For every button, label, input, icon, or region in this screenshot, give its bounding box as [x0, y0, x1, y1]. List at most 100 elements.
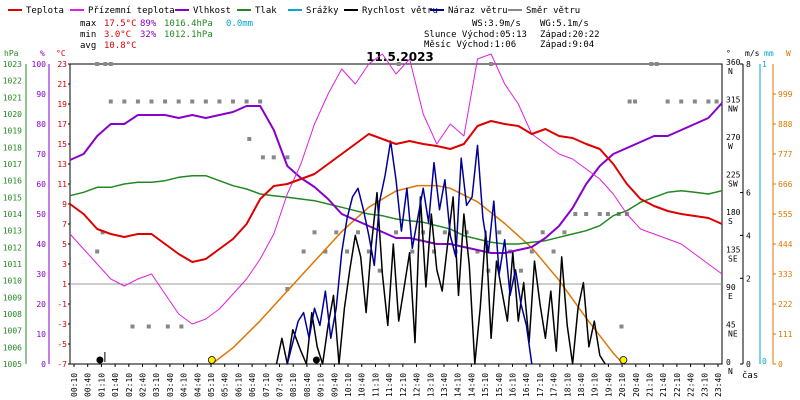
wind-dir-dot [135, 99, 140, 104]
wind-tick-label: 0 [746, 360, 751, 369]
sun-marker [207, 356, 216, 364]
sol-tick-label: 888 [778, 120, 793, 129]
dir-tick-value: 135 [726, 246, 741, 255]
unit-press: hPa [4, 49, 19, 58]
stats-min-temp: 3.0°C [104, 30, 131, 40]
dir-tick-label: SW [728, 180, 738, 189]
wind-dir-dot [95, 62, 100, 66]
x-tick-label: 00:10 [70, 373, 79, 397]
wind-dir-dot [410, 249, 415, 254]
rain-tick-label: 0 [762, 357, 767, 366]
wind-dir-dot [597, 212, 602, 216]
info-moonrise: Měsíc Východ:1:06 [424, 40, 516, 50]
sol-tick-label: 555 [778, 210, 793, 219]
series-line-vlhkost [69, 102, 723, 254]
hum-tick-label: 90 [36, 90, 46, 99]
series-line-p-zemn-teplota [69, 53, 723, 325]
series-line-teplota [69, 120, 723, 263]
temp-tick-label: 23 [57, 60, 67, 69]
x-tick-label: 10:40 [358, 373, 367, 397]
dir-tick-value: 45 [726, 321, 736, 330]
x-tick-label: 23:10 [700, 373, 709, 397]
legend-item-rychlost-vetru: Rychlost větru [362, 6, 438, 16]
hum-tick-label: 40 [36, 240, 46, 249]
plot-frame [69, 63, 723, 365]
wind-dir-dot [654, 62, 659, 66]
wind-dir-dot [190, 99, 195, 104]
sol-tick-label: 333 [778, 270, 793, 279]
x-tick-label: 07:40 [276, 373, 285, 397]
wind-dir-dot [633, 99, 638, 104]
x-tick-label: 14:40 [467, 373, 476, 397]
x-tick-label: 05:40 [221, 373, 230, 397]
press-tick-label: 1023 [3, 60, 22, 69]
temp-tick-label: -7 [57, 360, 67, 369]
axis-units: hPa % °C ° m/s mm W [4, 49, 791, 58]
x-tick-label: 11:40 [385, 373, 394, 397]
wind-dir-dot [323, 249, 328, 254]
press-tick-label: 1005 [3, 360, 22, 369]
hum-tick-label: 10 [36, 330, 46, 339]
wind-dir-dot [108, 99, 113, 104]
dir-tick-label: SE [728, 255, 738, 264]
press-tick-label: 1013 [3, 227, 22, 236]
hum-tick-label: 0 [41, 360, 46, 369]
legend-item-tlak: Tlak [255, 6, 277, 16]
x-tick-label: 02:10 [125, 373, 134, 397]
x-tick-label: 06:40 [248, 373, 257, 397]
press-tick-label: 1011 [3, 260, 22, 269]
wind-dir-dot [260, 155, 265, 160]
x-tick-label: 17:10 [536, 373, 545, 397]
x-tick-label: 14:10 [454, 373, 463, 397]
wind-dir-dot [103, 62, 108, 66]
series-line-tlak [69, 174, 723, 245]
x-tick-label: 04:10 [180, 373, 189, 397]
x-tick-label: 23:40 [714, 373, 723, 397]
wind-dir-dot [247, 137, 252, 141]
wind-dir-dot [355, 230, 360, 235]
dir-tick-value: 180 [726, 208, 741, 217]
x-tick-label: 10:10 [344, 373, 353, 397]
chart-title: 11.5.2023 [366, 50, 434, 64]
wind-tick-label: 8 [746, 60, 751, 69]
hum-tick-label: 60 [36, 180, 46, 189]
wind-dir-dot [95, 249, 100, 254]
temp-tick-label: 17 [57, 120, 67, 129]
press-tick-label: 1020 [3, 110, 22, 119]
press-tick-label: 1009 [3, 293, 22, 302]
wind-dir-dot [217, 99, 222, 104]
hum-tick-label: 20 [36, 300, 46, 309]
legend-item-prizemni-teplota: Přízemní teplota [88, 6, 175, 16]
wind-dir-dot [179, 324, 184, 329]
x-tick-label: 12:10 [399, 373, 408, 397]
x-tick-label: 05:10 [207, 373, 216, 397]
x-tick-label: 08:40 [303, 373, 312, 397]
press-tick-label: 1014 [3, 210, 22, 219]
dir-tick-label: NW [728, 105, 738, 114]
press-tick-label: 1006 [3, 343, 22, 352]
wind-dir-dot [231, 99, 235, 104]
dir-tick-label: S [728, 217, 733, 226]
wind-tick-label: 4 [746, 231, 751, 240]
sun-marker [619, 356, 628, 364]
unit-sol: W [786, 49, 791, 58]
wind-dir-dot [432, 249, 437, 254]
sol-tick-label: 777 [778, 150, 793, 159]
info-sunrise: Slunce Východ:05:13 [424, 30, 527, 40]
wind-dir-dot [518, 268, 523, 273]
x-tick-label: 21:40 [659, 373, 668, 397]
stats-max-hum: 89% [140, 19, 157, 29]
series-line-n-raz-v-tru [286, 140, 533, 365]
x-tick-label: 08:10 [289, 373, 298, 397]
legend-item-naraz-vetru: Náraz větru [448, 6, 508, 16]
info-wg: WG:5.1m/s [540, 19, 589, 29]
wind-dir-dot [285, 155, 290, 160]
wind-dir-dot [489, 62, 494, 66]
press-tick-label: 1010 [3, 277, 22, 286]
press-tick-label: 1017 [3, 160, 22, 169]
wind-tick-label: 2 [746, 274, 751, 283]
hum-tick-label: 100 [32, 60, 47, 69]
wind-dir-dot [301, 249, 306, 254]
temp-tick-label: 7 [62, 220, 67, 229]
